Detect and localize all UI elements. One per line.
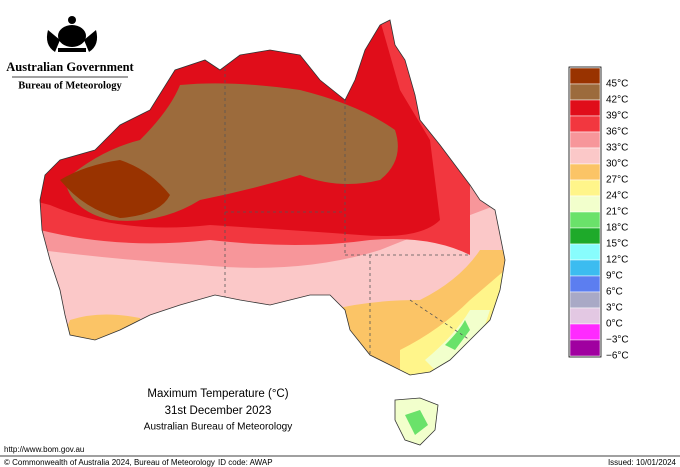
government-crest xyxy=(46,16,98,52)
legend-swatch xyxy=(569,323,601,341)
legend-swatch xyxy=(569,195,601,213)
legend-swatch xyxy=(569,307,601,325)
legend-label: 21°C xyxy=(606,207,628,218)
legend-swatch xyxy=(569,179,601,197)
legend-swatch xyxy=(569,243,601,261)
legend-swatch xyxy=(569,83,601,101)
map-title: Maximum Temperature (°C) xyxy=(147,388,288,400)
legend-swatch xyxy=(569,131,601,149)
legend-label: 27°C xyxy=(606,175,628,186)
legend-label: 39°C xyxy=(606,111,628,122)
footer-copyright: © Commonwealth of Australia 2024, Bureau… xyxy=(4,458,215,467)
footer-url: http://www.bom.gov.au xyxy=(4,445,84,454)
legend-swatch xyxy=(569,259,601,277)
footer-id-code: ID code: AWAP xyxy=(218,458,273,467)
legend-swatch xyxy=(569,291,601,309)
legend-label: 12°C xyxy=(606,255,628,266)
legend-swatch xyxy=(569,163,601,181)
agency-name: Australian Government xyxy=(6,60,134,74)
legend-label: 33°C xyxy=(606,143,628,154)
legend-label: −6°C xyxy=(606,351,629,362)
legend-swatch xyxy=(569,227,601,245)
legend-label: 15°C xyxy=(606,239,628,250)
legend-label: 24°C xyxy=(606,191,628,202)
legend-swatch xyxy=(569,115,601,133)
legend-swatch xyxy=(569,67,601,85)
map-date: 31st December 2023 xyxy=(165,405,272,417)
legend-label: 30°C xyxy=(606,159,628,170)
legend-swatch xyxy=(569,211,601,229)
map-source: Australian Bureau of Meteorology xyxy=(144,422,292,433)
legend-frame xyxy=(568,66,602,358)
bureau-name: Bureau of Meteorology xyxy=(18,80,122,91)
footer-issued: Issued: 10/01/2024 xyxy=(608,458,677,467)
legend-swatch xyxy=(569,275,601,293)
legend: 45°C 42°C 39°C 36°C 33°C 30°C 27°C 24°C 21°C 18°C… xyxy=(568,66,629,362)
legend-label: 36°C xyxy=(606,127,628,138)
legend-label: 42°C xyxy=(606,95,628,106)
legend-label: 45°C xyxy=(606,79,628,90)
legend-swatch xyxy=(569,147,601,165)
legend-label: 3°C xyxy=(606,303,623,314)
legend-label: −3°C xyxy=(606,335,629,346)
legend-label: 0°C xyxy=(606,319,623,330)
legend-label: 9°C xyxy=(606,271,623,282)
legend-label: 18°C xyxy=(606,223,628,234)
legend-swatch xyxy=(569,339,601,357)
legend-swatch xyxy=(569,99,601,117)
legend-label: 6°C xyxy=(606,287,623,298)
